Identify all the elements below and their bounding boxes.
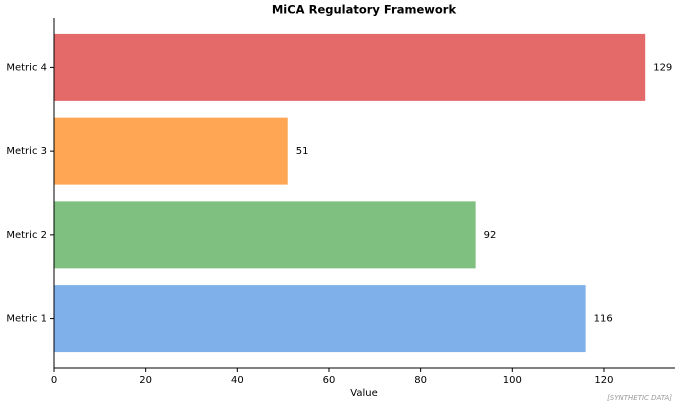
bar — [54, 117, 288, 185]
x-tick-label: 0 — [51, 375, 57, 386]
bar — [54, 285, 586, 353]
x-tick-label: 80 — [414, 375, 427, 386]
y-tick-label: Metric 4 — [6, 62, 47, 73]
x-tick-label: 100 — [503, 375, 522, 386]
x-tick-label: 60 — [323, 375, 336, 386]
x-tick-label: 40 — [231, 375, 244, 386]
bar — [54, 33, 646, 101]
data-label: 129 — [653, 62, 672, 73]
x-tick-label: 120 — [594, 375, 613, 386]
y-tick-label: Metric 1 — [6, 314, 47, 325]
chart-title: MiCA Regulatory Framework — [272, 3, 457, 17]
x-tick-label: 20 — [139, 375, 152, 386]
data-label: 92 — [484, 230, 497, 241]
x-axis-label: Value — [350, 388, 377, 399]
note: [SYNTHETIC DATA] — [607, 394, 672, 402]
data-label: 51 — [296, 146, 309, 157]
y-tick-label: Metric 2 — [6, 230, 47, 241]
bar — [54, 201, 476, 269]
data-label: 116 — [594, 314, 613, 325]
y-tick-label: Metric 3 — [6, 146, 47, 157]
